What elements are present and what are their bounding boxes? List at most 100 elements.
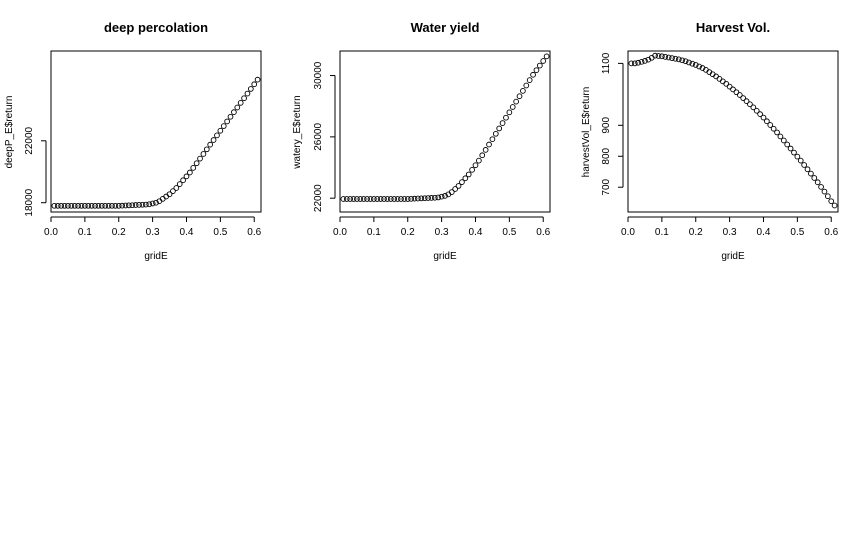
data-point bbox=[343, 196, 350, 202]
data-point bbox=[797, 157, 804, 164]
plot-frame bbox=[627, 50, 839, 213]
data-point bbox=[801, 162, 807, 168]
data-point bbox=[166, 191, 173, 198]
data-point bbox=[425, 195, 431, 201]
data-point bbox=[821, 188, 828, 195]
data-point bbox=[210, 137, 217, 143]
data-points bbox=[628, 52, 838, 209]
data-point bbox=[540, 58, 547, 64]
data-point bbox=[520, 88, 526, 94]
data-point bbox=[384, 196, 391, 202]
data-point bbox=[526, 77, 533, 83]
data-point bbox=[750, 104, 757, 111]
data-point bbox=[231, 109, 237, 115]
data-point bbox=[85, 202, 92, 209]
y-tick-label: 18000 bbox=[24, 188, 35, 216]
x-tick-label: 0.0 bbox=[333, 227, 347, 238]
x-ticks: 0.0 0.1 0.2 0.3 0.4 0.5 0.6 bbox=[621, 216, 839, 238]
plot-frame bbox=[339, 50, 551, 213]
data-point bbox=[652, 52, 658, 59]
x-tick-label: 0.6 bbox=[536, 227, 550, 238]
data-point bbox=[811, 175, 818, 181]
y-ticks: 18000 22000 bbox=[24, 126, 47, 217]
data-point bbox=[153, 199, 159, 206]
data-point bbox=[760, 114, 767, 121]
x-ticks: 0.0 0.1 0.2 0.3 0.4 0.5 0.6 bbox=[44, 216, 262, 238]
data-point bbox=[455, 183, 462, 189]
data-point bbox=[374, 196, 381, 202]
data-point bbox=[536, 62, 543, 69]
data-point bbox=[482, 147, 489, 153]
data-point bbox=[408, 195, 414, 202]
data-points bbox=[51, 76, 261, 209]
data-point bbox=[112, 202, 119, 209]
data-point bbox=[190, 165, 197, 171]
x-tick-label: 0.3 bbox=[435, 227, 449, 238]
data-point bbox=[350, 196, 357, 202]
data-point bbox=[119, 202, 125, 209]
data-point bbox=[543, 53, 550, 60]
x-tick-label: 0.1 bbox=[367, 227, 381, 238]
data-point bbox=[736, 92, 743, 98]
data-point bbox=[136, 202, 142, 208]
data-point bbox=[234, 104, 241, 111]
data-point bbox=[98, 202, 105, 209]
y-axis-label: deepP_E$return bbox=[4, 96, 15, 169]
data-point bbox=[509, 104, 516, 110]
data-point bbox=[686, 59, 692, 66]
data-point bbox=[401, 196, 408, 202]
data-point bbox=[506, 109, 513, 116]
x-axis-label: gridE bbox=[144, 251, 168, 262]
data-point bbox=[247, 86, 254, 92]
x-axis-label: gridE bbox=[433, 251, 457, 262]
data-point bbox=[804, 166, 811, 173]
x-ticks: 0.0 0.1 0.2 0.3 0.4 0.5 0.6 bbox=[333, 216, 551, 238]
data-point bbox=[740, 95, 747, 101]
data-point bbox=[767, 122, 774, 128]
data-point bbox=[828, 198, 835, 205]
y-tick-label: 1100 bbox=[601, 52, 612, 74]
data-point bbox=[387, 196, 394, 202]
data-point bbox=[398, 196, 404, 202]
data-point bbox=[173, 185, 180, 191]
data-point bbox=[146, 201, 153, 208]
data-point bbox=[672, 55, 679, 62]
data-point bbox=[770, 125, 777, 132]
x-tick-label: 0.4 bbox=[180, 227, 194, 238]
data-point bbox=[65, 202, 71, 209]
data-point bbox=[696, 63, 702, 70]
data-point bbox=[679, 57, 686, 64]
data-point bbox=[472, 162, 479, 169]
data-point bbox=[442, 193, 448, 199]
data-point bbox=[197, 155, 203, 162]
plot-frame bbox=[50, 50, 262, 213]
data-point bbox=[631, 60, 638, 67]
data-point bbox=[764, 118, 770, 125]
x-tick-label: 0.3 bbox=[723, 227, 737, 238]
data-point bbox=[364, 196, 370, 202]
data-point bbox=[794, 153, 801, 160]
data-point bbox=[421, 195, 428, 202]
data-point bbox=[730, 86, 736, 93]
data-point bbox=[254, 76, 261, 83]
data-point bbox=[115, 202, 122, 209]
data-point bbox=[492, 130, 499, 137]
data-point bbox=[747, 101, 753, 108]
data-point bbox=[102, 202, 109, 209]
data-point bbox=[659, 53, 665, 60]
data-point bbox=[831, 202, 838, 209]
data-point bbox=[75, 202, 81, 209]
data-point bbox=[530, 71, 536, 78]
y-ticks: 700 800 900 1100 bbox=[601, 52, 624, 196]
data-point bbox=[777, 133, 784, 140]
data-point bbox=[638, 58, 645, 65]
data-point bbox=[176, 181, 183, 187]
data-point bbox=[642, 58, 648, 64]
data-point bbox=[516, 93, 523, 100]
data-point bbox=[371, 196, 377, 202]
data-point bbox=[513, 98, 519, 105]
data-point bbox=[187, 169, 193, 176]
data-point bbox=[665, 54, 672, 61]
x-tick-label: 0.6 bbox=[824, 227, 838, 238]
